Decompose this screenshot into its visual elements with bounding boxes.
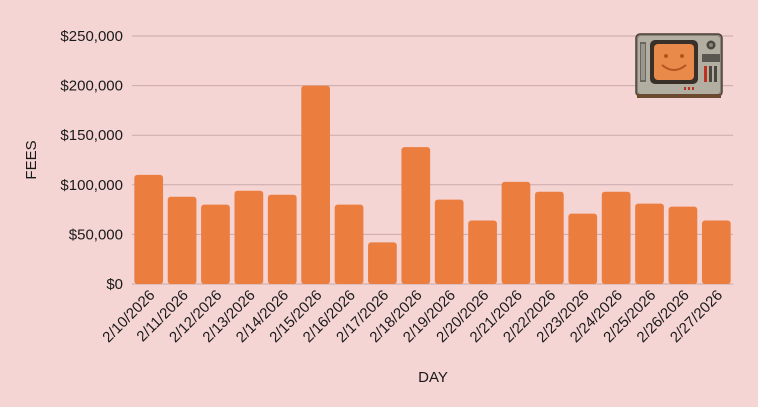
bars: [134, 85, 731, 284]
bar-2-19-2026: [434, 199, 464, 284]
bar-2-13-2026: [234, 190, 264, 284]
bar-2-26-2026: [668, 206, 698, 284]
bar-2-23-2026: [568, 213, 598, 284]
bar-2-21-2026: [501, 181, 531, 284]
retro-tv-smiley-icon: [635, 33, 723, 98]
bar-2-12-2026: [201, 204, 230, 284]
bar-2-20-2026: [468, 220, 497, 284]
bar-2-14-2026: [267, 194, 297, 284]
y-tick-label: $250,000: [60, 28, 123, 45]
bar-2-25-2026: [635, 203, 664, 284]
y-tick-labels: $0 $50,000 $100,000 $150,000 $200,000 $250,00…: [60, 28, 123, 293]
bar-2-24-2026: [601, 191, 631, 284]
y-tick-label: $200,000: [60, 78, 123, 95]
bar-2-10-2026: [134, 174, 164, 284]
y-tick-label: $150,000: [60, 127, 123, 144]
gridlines: [132, 35, 733, 285]
bar-2-17-2026: [368, 242, 397, 284]
bar-2-22-2026: [535, 191, 564, 284]
bar-2-18-2026: [401, 147, 431, 284]
bar-2-27-2026: [701, 220, 731, 284]
y-tick-label: $0: [106, 276, 123, 293]
y-tick-label: $100,000: [60, 177, 123, 194]
bar-2-15-2026: [301, 85, 330, 284]
bar-2-16-2026: [334, 204, 364, 284]
bar-2-11-2026: [167, 196, 197, 284]
x-tick-labels: 2/10/20262/11/20262/12/20262/13/20262/14…: [99, 287, 726, 346]
y-axis-title: FEES: [23, 140, 40, 179]
x-axis-title: DAY: [418, 369, 448, 386]
y-tick-label: $50,000: [69, 226, 123, 243]
